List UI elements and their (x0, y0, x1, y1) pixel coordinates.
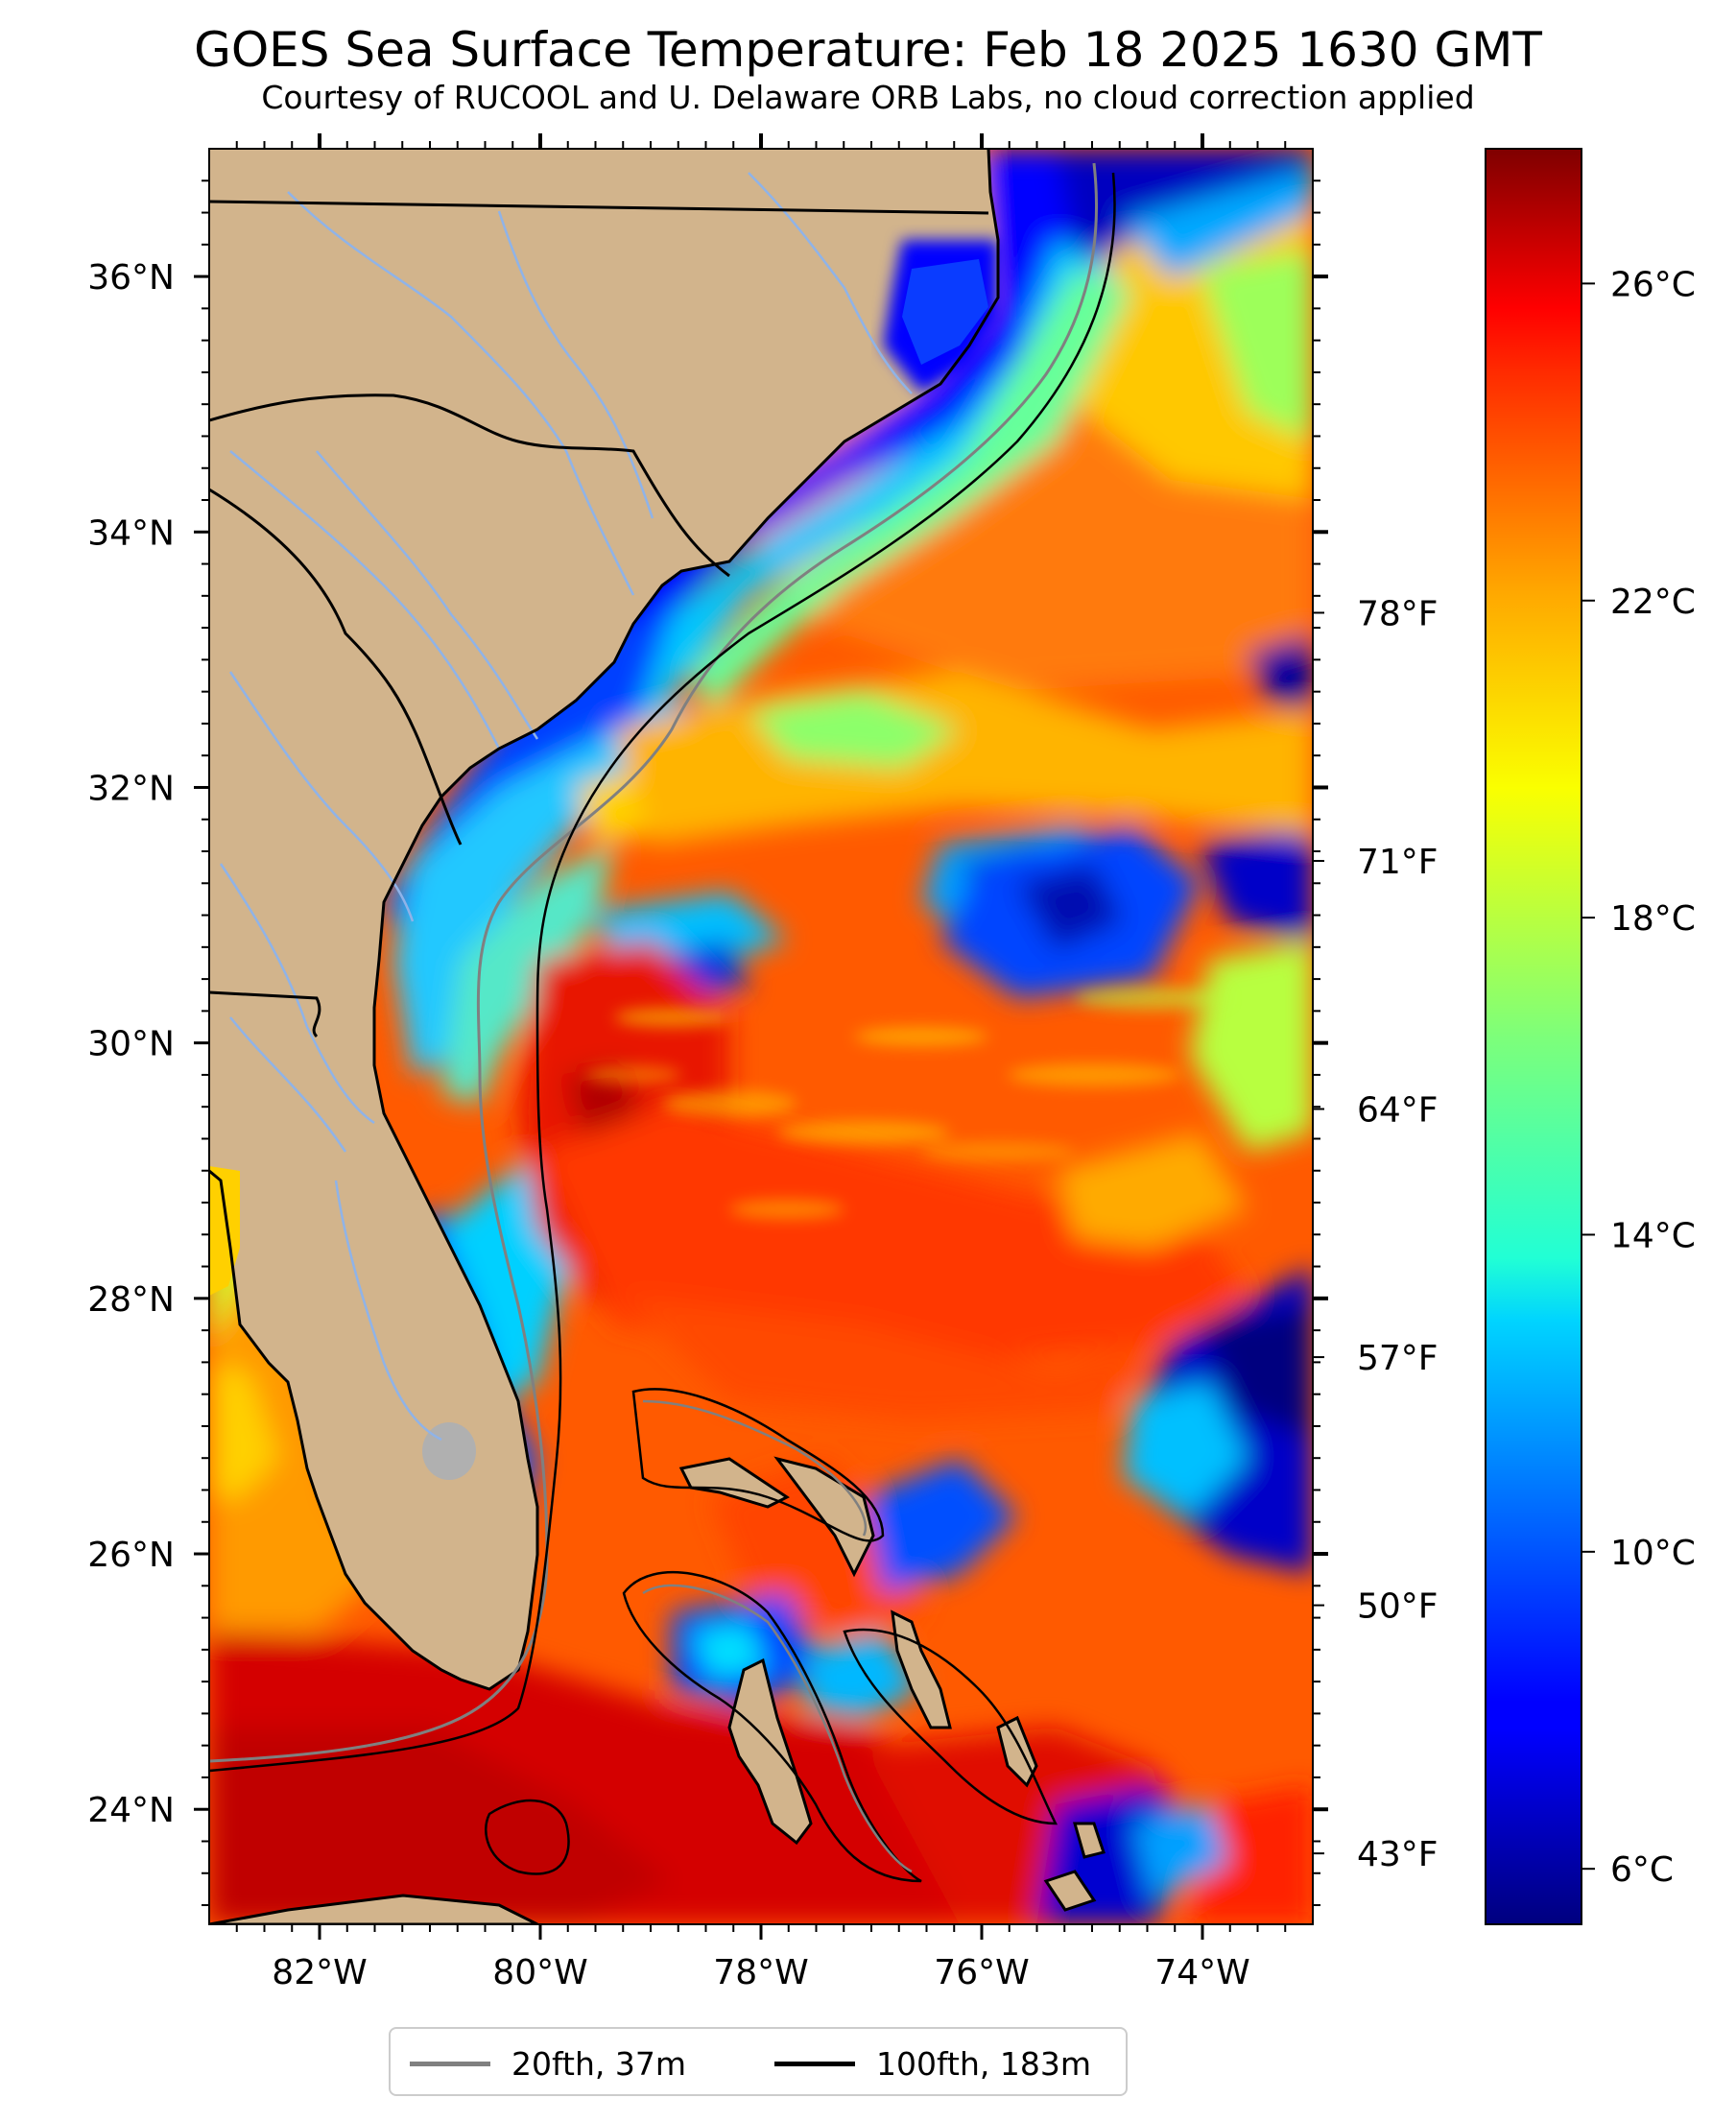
lat-tick-label: 34°N (87, 513, 175, 553)
lat-tick-label: 24°N (87, 1791, 175, 1830)
legend-swatch-20fth (410, 2061, 490, 2066)
colorbar-tick-label: 26°C (1610, 265, 1696, 304)
colorbar-tick-label: 18°C (1610, 899, 1696, 939)
isobath-20fth (209, 162, 1099, 1763)
lon-tick-label: 76°W (934, 1953, 1029, 1992)
lat-tick-label: 32°N (87, 769, 175, 808)
isobath-100fth (209, 172, 1116, 1773)
colorbar-tick-label: 10°C (1610, 1534, 1696, 1573)
legend-label-20fth: 20fth, 37m (511, 2044, 686, 2083)
fahrenheit-tick-label: 50°F (1357, 1587, 1439, 1627)
land-mainland (209, 149, 998, 1689)
lat-tick-label: 30°N (87, 1025, 175, 1064)
lon-tick-label: 80°W (492, 1953, 587, 1992)
fahrenheit-tick-label: 43°F (1357, 1835, 1439, 1874)
fahrenheit-tick-label: 57°F (1357, 1339, 1439, 1378)
lon-tick-label: 74°W (1154, 1953, 1249, 1992)
colorbar-tick-label: 22°C (1610, 583, 1696, 622)
colorbar (1485, 148, 1582, 1925)
legend-label-100fth: 100fth, 183m (876, 2044, 1091, 2083)
fahrenheit-tick-label: 64°F (1357, 1091, 1439, 1131)
sst-field (209, 149, 1313, 1924)
legend-item-20fth: 20fth, 37m (410, 2044, 686, 2083)
coastline (209, 149, 1000, 1691)
chart-subtitle: Courtesy of RUCOOL and U. Delaware ORB L… (261, 79, 1475, 116)
colorbar-axes: 6°C 10°C 14°C 18°C 22°C 26°C (1581, 265, 1696, 1890)
fahrenheit-tick-label: 71°F (1357, 843, 1439, 882)
chart-title: GOES Sea Surface Temperature: Feb 18 202… (194, 22, 1542, 78)
legend: 20fth, 37m 100fth, 183m (389, 2027, 1128, 2096)
lat-tick-label: 26°N (87, 1536, 175, 1575)
lat-tick-label: 28°N (87, 1280, 175, 1320)
legend-swatch-100fth (774, 2061, 855, 2066)
land-andros (727, 1657, 813, 1846)
map-plot-area (209, 149, 1313, 1924)
map-axes: 24°N 26°N 28°N 30°N 32°N 34°N 36°N 82°W 80°W 78°W… (87, 133, 1439, 1992)
lat-tick-label: 36°N (87, 258, 175, 298)
lake-okeechobee (422, 1422, 476, 1480)
lon-tick-label: 82°W (272, 1953, 367, 1992)
colorbar-tick-label: 6°C (1610, 1850, 1674, 1890)
lon-tick-label: 78°W (713, 1953, 808, 1992)
fahrenheit-tick-label: 78°F (1357, 594, 1439, 633)
land (209, 149, 1106, 1924)
colorbar-tick-label: 14°C (1610, 1216, 1696, 1255)
legend-item-100fth: 100fth, 183m (774, 2044, 1091, 2083)
rivers (219, 172, 913, 1442)
